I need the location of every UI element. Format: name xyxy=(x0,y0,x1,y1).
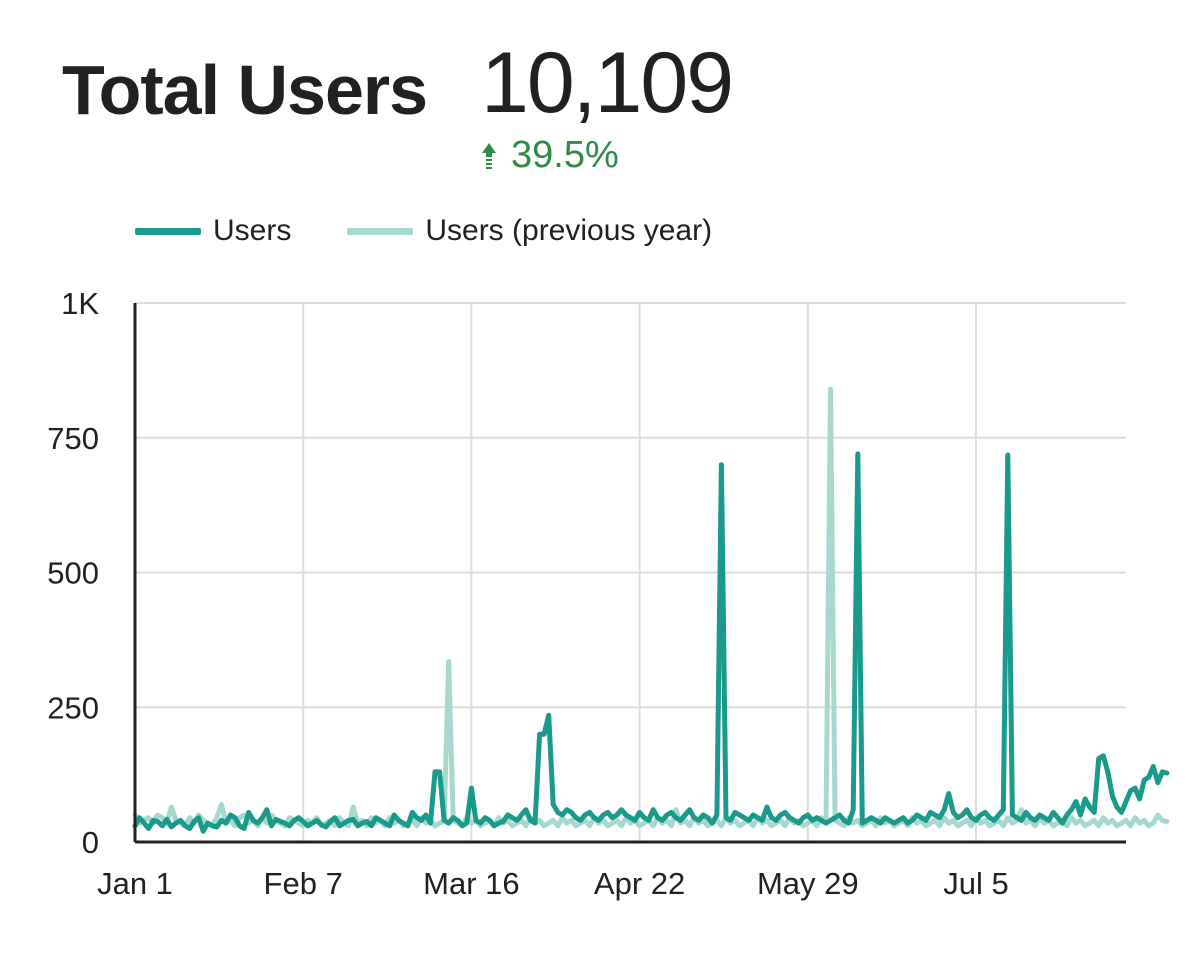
y-tick-label-1: 250 xyxy=(47,690,99,725)
total-users-value: 10,109 xyxy=(481,35,734,131)
card-title: Total Users xyxy=(62,51,428,129)
x-tick-label-2: Mar 16 xyxy=(423,866,519,901)
series-line-users xyxy=(132,451,1170,834)
delta-badge: 39.5% xyxy=(481,134,619,177)
legend-swatch-users-previous-year xyxy=(347,227,414,235)
x-tick-label-5: Jul 5 xyxy=(943,866,1008,901)
chart-legend: Users Users (previous year) xyxy=(135,214,768,248)
x-tick-label-0: Jan 1 xyxy=(97,866,173,901)
x-tick-label-3: Apr 22 xyxy=(594,866,685,901)
y-tick-label-0: 0 xyxy=(82,825,99,860)
legend-label-users: Users xyxy=(213,214,292,247)
x-tick-label-1: Feb 7 xyxy=(264,866,343,901)
x-tick-label-4: May 29 xyxy=(757,866,859,901)
legend-swatch-users xyxy=(135,227,201,235)
y-tick-label-3: 750 xyxy=(47,421,99,456)
delta-value: 39.5% xyxy=(511,134,619,176)
legend-item-users[interactable]: Users xyxy=(135,214,291,248)
arrow-up-icon xyxy=(482,142,496,169)
legend-item-users-previous-year[interactable]: Users (previous year) xyxy=(347,214,712,248)
legend-label-users-previous-year: Users (previous year) xyxy=(425,214,713,247)
y-tick-label-4: 1K xyxy=(61,286,99,321)
y-tick-label-2: 500 xyxy=(47,556,99,591)
